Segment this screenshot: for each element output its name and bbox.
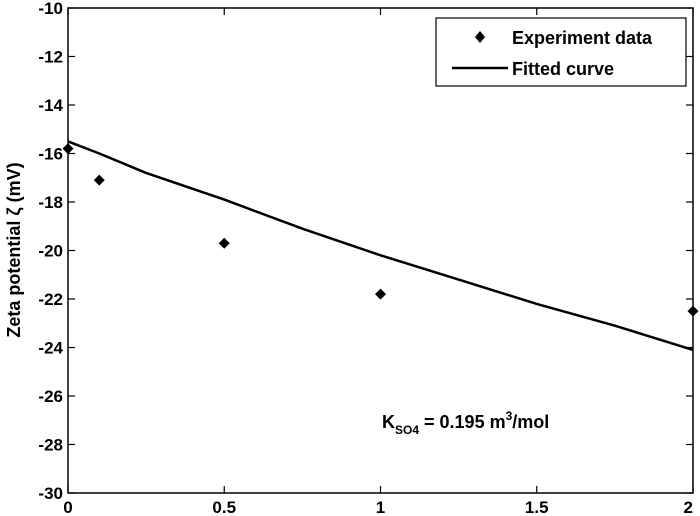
y-tick-label: -12 — [38, 48, 63, 67]
fitted-curve-line — [67, 140, 694, 352]
experiment-point — [375, 288, 386, 300]
legend-diamond-marker — [475, 31, 485, 43]
x-axis: 0 0.5 1 1.5 2 — [63, 8, 694, 516]
annotation-k-value: KSO4 = 0.195 m3/mol — [382, 409, 549, 437]
y-tick-label: -14 — [38, 96, 63, 115]
experiment-point — [93, 174, 105, 186]
experiment-point — [218, 237, 230, 249]
legend-label-experiment: Experiment data — [512, 28, 653, 48]
y-tick-label: -22 — [38, 290, 63, 309]
legend: Experiment data Fitted curve — [435, 17, 687, 87]
x-tick-label: 1 — [376, 498, 385, 516]
y-tick-label: -10 — [38, 0, 63, 18]
y-tick-label: -28 — [38, 436, 63, 455]
experiment-point — [687, 305, 699, 317]
y-tick-label: -26 — [38, 387, 63, 406]
experiment-point — [62, 143, 74, 155]
legend-box — [435, 17, 687, 87]
experiment-points — [62, 143, 699, 317]
x-tick-label: 0.5 — [212, 498, 236, 516]
y-axis-label: Zeta potential ζ (mV) — [4, 162, 25, 337]
x-tick-label: 2 — [684, 498, 693, 516]
y-tick-label: -30 — [38, 484, 63, 503]
x-tick-label: 0 — [63, 498, 72, 516]
y-tick-label: -16 — [38, 145, 63, 164]
y-tick-label: -18 — [38, 193, 63, 212]
plot-area — [67, 7, 694, 494]
y-tick-label: -20 — [38, 242, 63, 261]
annotation-k: K — [382, 412, 395, 432]
annotation-superscript: 3 — [506, 409, 513, 423]
annotation-tail: /mol — [512, 412, 549, 432]
annotation-subscript: SO4 — [395, 423, 419, 437]
y-axis: -30 -28 -26 -24 -22 -20 -18 -16 -14 -12 -10 — [38, 0, 693, 503]
y-tick-label: -24 — [38, 339, 63, 358]
x-tick-label: 1.5 — [525, 498, 549, 516]
annotation-middle: = 0.195 m — [419, 412, 506, 432]
legend-label-fitted: Fitted curve — [512, 59, 614, 79]
